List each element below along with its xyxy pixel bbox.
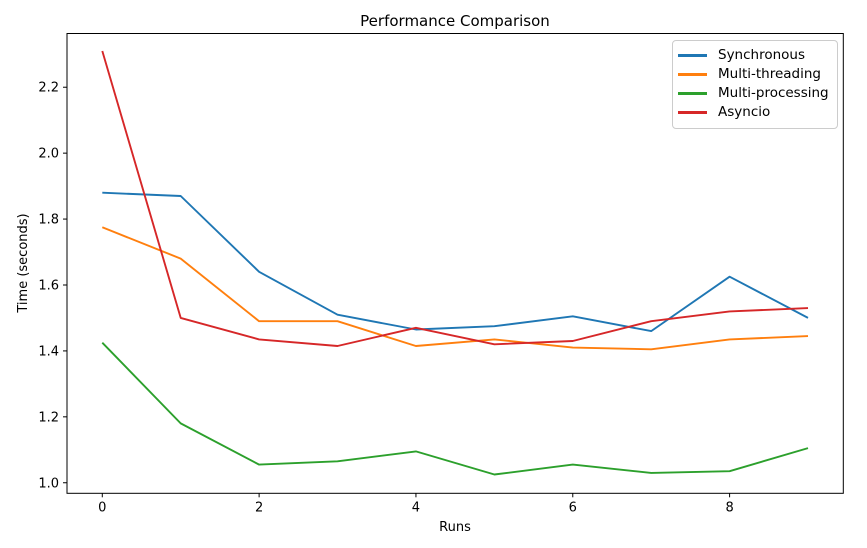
- y-tick-label: 1.0: [38, 476, 59, 491]
- y-tick-label: 1.8: [38, 213, 59, 228]
- series-line-synchronous: [102, 191, 809, 333]
- legend-item-multi-threading: Multi-threading: [678, 66, 829, 83]
- legend-item-asyncio: Asyncio: [678, 104, 829, 121]
- legend-item-synchronous: Synchronous: [678, 47, 829, 64]
- legend-label: Synchronous: [718, 46, 806, 63]
- legend-label: Multi-processing: [718, 84, 829, 101]
- legend-label: Multi-threading: [718, 65, 821, 82]
- y-axis-label: Time (seconds): [16, 213, 31, 313]
- legend-item-multi-processing: Multi-processing: [678, 85, 829, 102]
- legend-label: Asyncio: [718, 103, 771, 120]
- y-tick-label: 1.6: [38, 278, 59, 293]
- y-tick-label: 2.0: [38, 147, 59, 162]
- x-axis-label: Runs: [439, 520, 471, 535]
- x-tick-label: 4: [412, 500, 420, 515]
- asyncio-line-swatch: [678, 111, 707, 114]
- x-tick-label: 8: [725, 500, 733, 515]
- synchronous-line-swatch: [678, 54, 707, 57]
- chart-title: Performance Comparison: [360, 12, 550, 30]
- axes-layer: 0 2 4 6 8 1.0 1.2 1.4 1.6 1.8 2.0 2.2: [38, 33, 844, 515]
- series-line-multi-threading: [101, 226, 809, 351]
- y-tick-label: 1.4: [38, 344, 59, 359]
- y-tick-label: 1.2: [38, 410, 59, 425]
- legend: Synchronous Multi-threading Multi-proces…: [672, 40, 838, 129]
- x-tick-label: 6: [569, 500, 577, 515]
- x-tick-label: 2: [255, 500, 263, 515]
- multi-threading-line-swatch: [678, 73, 707, 76]
- multi-processing-line-swatch: [678, 92, 707, 95]
- plot-frame: [66, 33, 844, 494]
- series-line-asyncio: [101, 50, 809, 347]
- series-line-multi-processing: [101, 342, 809, 476]
- series-layer: [101, 50, 809, 476]
- y-tick-label: 2.2: [38, 81, 59, 96]
- x-tick-label: 0: [98, 500, 106, 515]
